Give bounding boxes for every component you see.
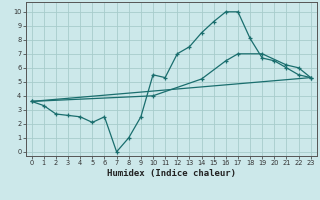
X-axis label: Humidex (Indice chaleur): Humidex (Indice chaleur): [107, 169, 236, 178]
